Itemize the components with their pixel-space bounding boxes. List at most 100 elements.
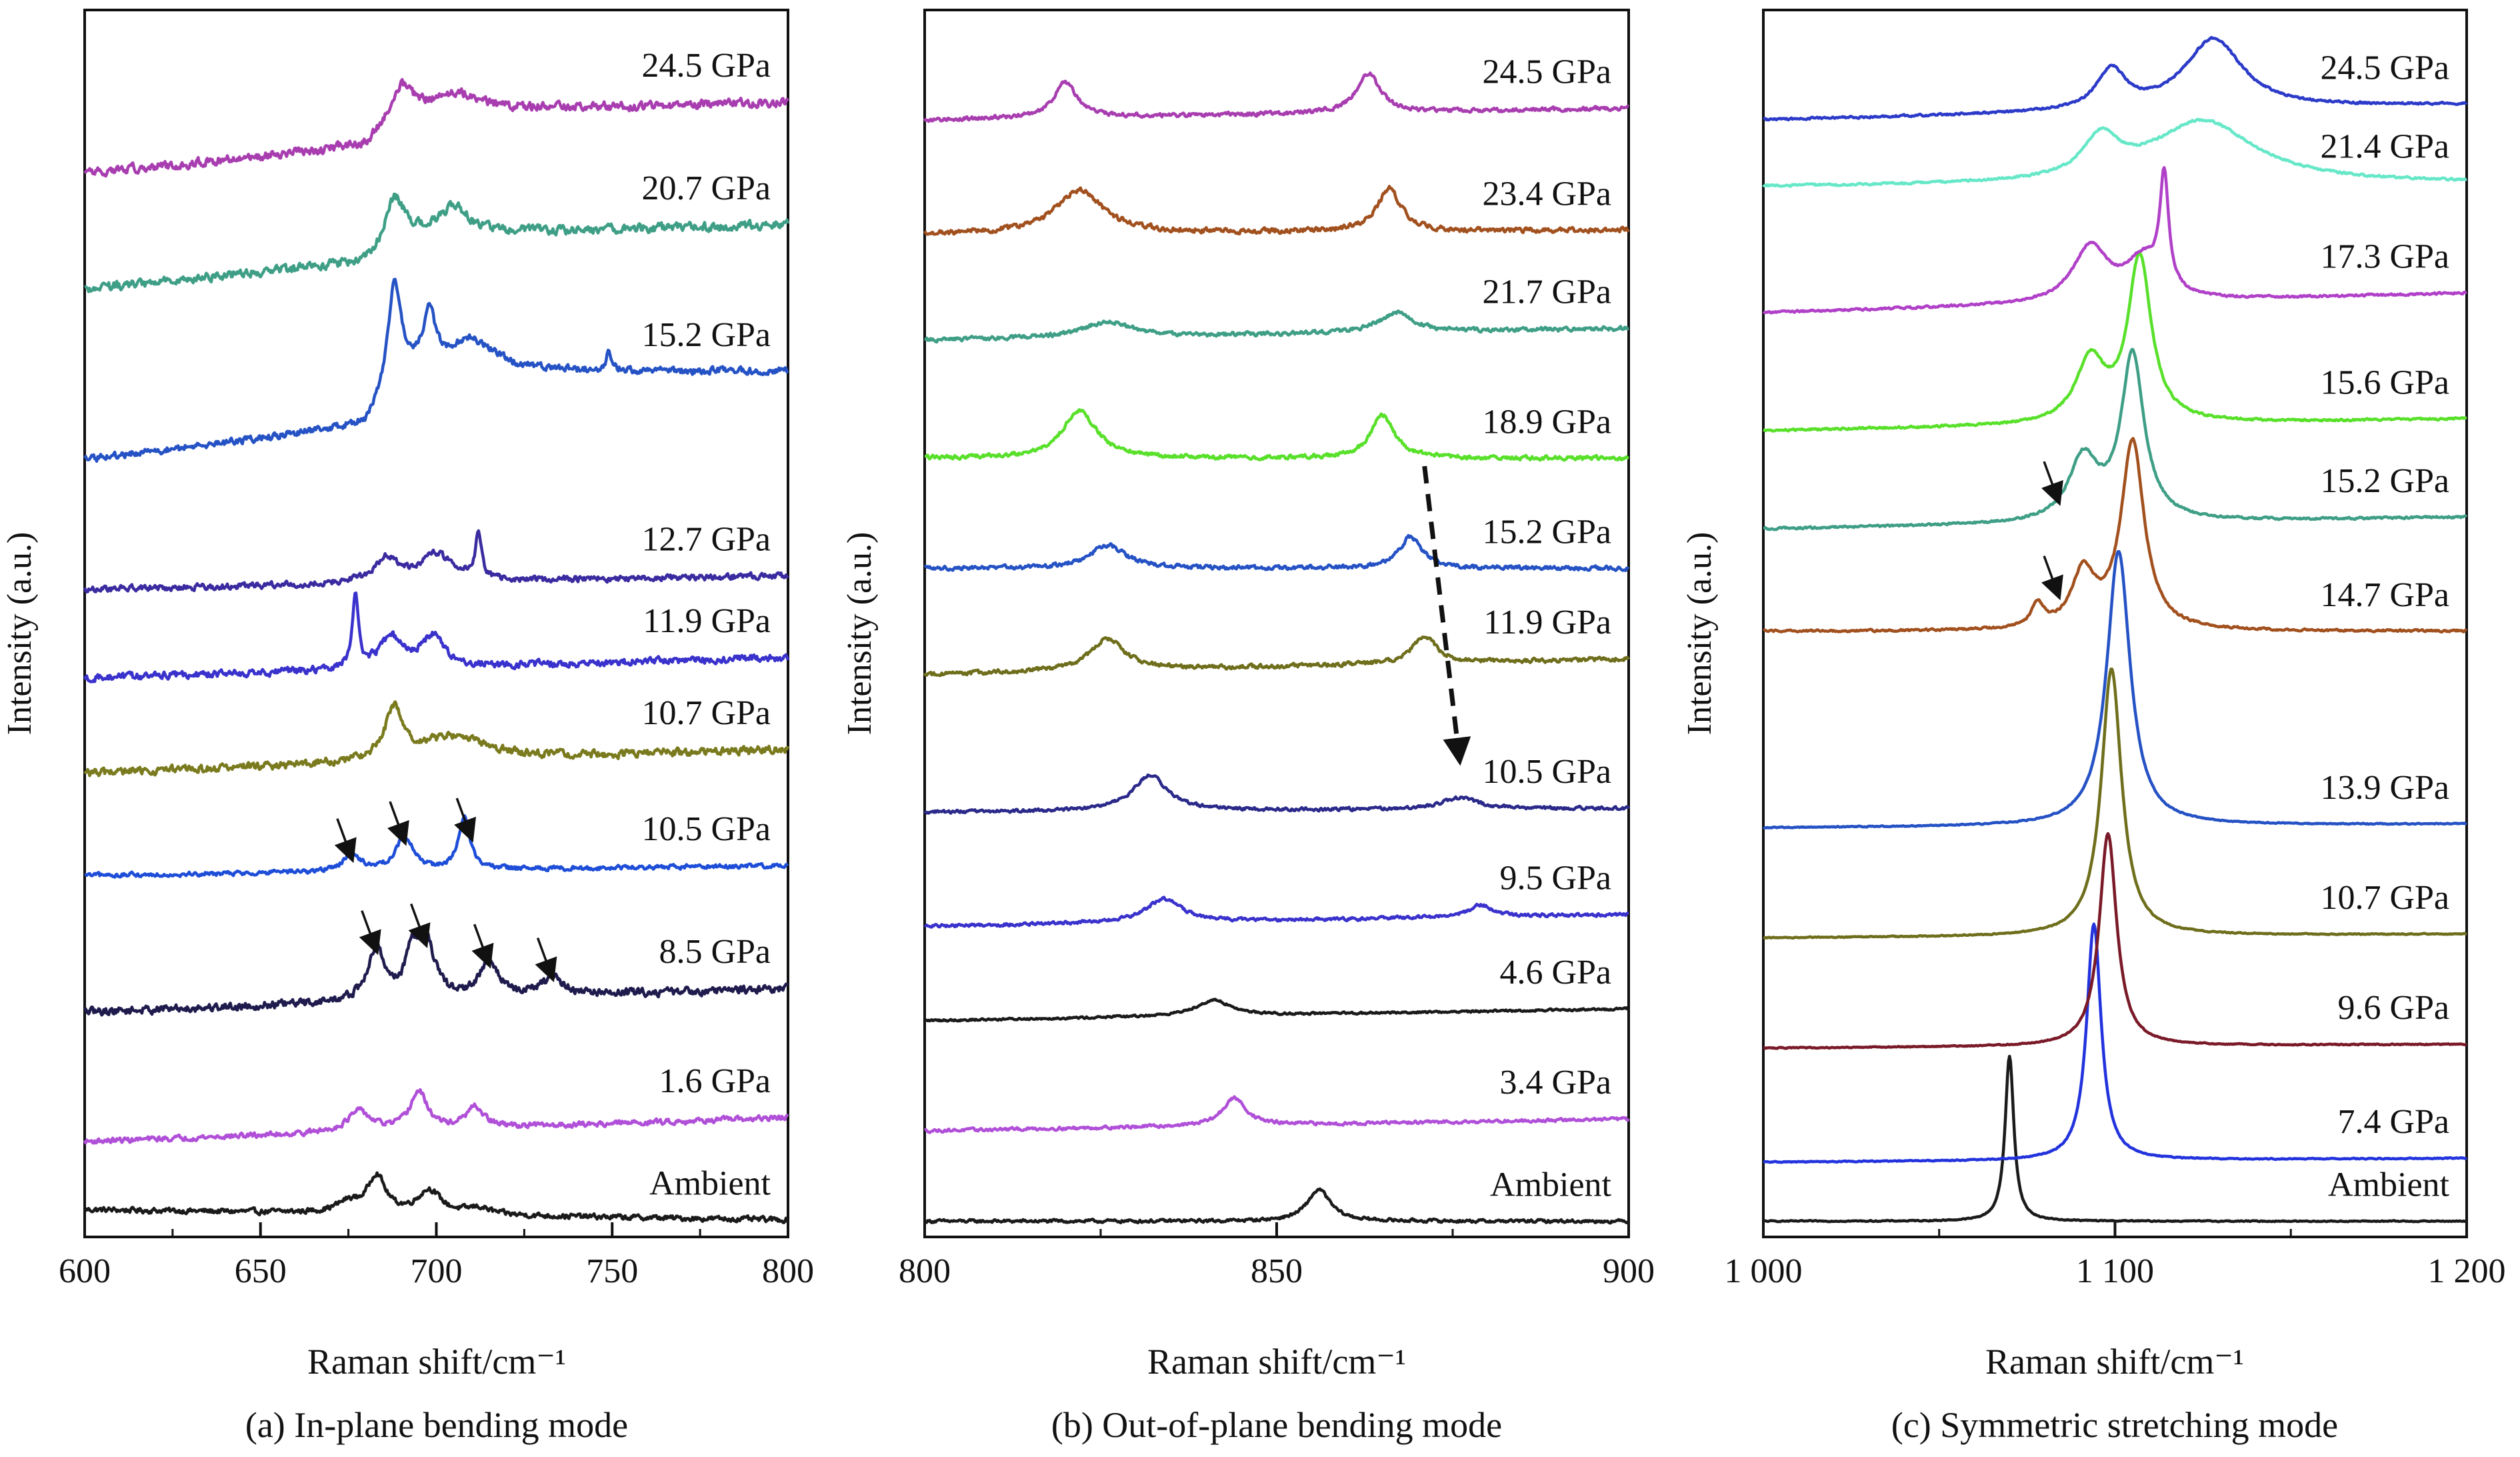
annotation-arrow-c-0	[2041, 461, 2063, 506]
series-label-c-5: 14.7 GPa	[2320, 576, 2449, 614]
series-label-a-2: 8.5 GPa	[659, 933, 771, 971]
xlabel-a: Raman shift/cm⁻¹	[307, 1342, 566, 1382]
series-label-a-1: 1.6 GPa	[659, 1062, 771, 1100]
spectrum-c-2	[1763, 832, 2467, 1050]
series-label-b-4: 10.5 GPa	[1482, 753, 1611, 791]
spectrum-b-10	[923, 71, 1629, 123]
spectrum-c-7	[1763, 251, 2467, 433]
spectrum-a-0	[83, 1171, 789, 1224]
series-label-c-1: 7.4 GPa	[2337, 1103, 2449, 1141]
series-label-b-1: 3.4 GPa	[1499, 1064, 1611, 1102]
x-tick-label-a-2: 700	[411, 1252, 463, 1290]
ylabel-b: Intensity (a.u.)	[841, 532, 879, 736]
annotation-arrow-a-4	[408, 903, 431, 949]
x-tick-label-a-0: 600	[59, 1252, 111, 1290]
caption-c: (c) Symmetric stretching mode	[1891, 1405, 2338, 1445]
series-label-b-8: 21.7 GPa	[1482, 273, 1611, 311]
caption-b: (b) Out-of-plane bending mode	[1051, 1405, 1502, 1445]
xlabel-c: Raman shift/cm⁻¹	[1985, 1342, 2244, 1382]
series-label-c-0: Ambient	[2328, 1166, 2450, 1204]
annotation-arrow-a-6	[535, 937, 557, 983]
series-label-b-2: 4.6 GPa	[1499, 954, 1611, 992]
series-label-c-10: 24.5 GPa	[2320, 49, 2449, 87]
series-label-b-0: Ambient	[1490, 1166, 1612, 1204]
series-label-b-9: 23.4 GPa	[1482, 175, 1611, 213]
spectrum-a-2	[83, 927, 789, 1017]
series-label-c-7: 15.6 GPa	[2320, 363, 2449, 401]
series-label-a-0: Ambient	[649, 1164, 771, 1202]
x-tick-label-a-3: 750	[586, 1252, 638, 1290]
plot-frame-c	[1762, 9, 2468, 1238]
spectrum-b-6	[923, 533, 1630, 572]
x-tick-label-a-1: 650	[235, 1252, 287, 1290]
panel-c: 1 000 1 100 1 200 Ambient 7.4 GPa 9.6 GPa 10.7…	[1725, 9, 2506, 1290]
x-tick-label-b-0: 800	[899, 1252, 951, 1290]
annotation-dashed-arrow-b-0	[1422, 465, 1471, 766]
x-tick-label-b-2: 900	[1603, 1252, 1655, 1290]
series-label-a-5: 11.9 GPa	[643, 602, 771, 640]
spectrum-a-6	[83, 529, 789, 593]
spectrum-a-9	[83, 77, 789, 178]
series-label-c-6: 15.2 GPa	[2320, 462, 2449, 500]
spectrum-b-9	[923, 185, 1630, 236]
spectrum-c-5	[1763, 437, 2468, 634]
spectrum-b-2	[924, 998, 1630, 1023]
spectrum-b-3	[923, 896, 1629, 929]
caption-a: (a) In-plane bending mode	[245, 1405, 628, 1445]
panel-b: 800 850 900 Ambient 3.4 GPa 4.6 GPa 9.5 GPa 10.…	[899, 9, 1655, 1290]
ylabel-c: Intensity (a.u.)	[1681, 532, 1719, 736]
x-tick-label-a-4: 800	[762, 1252, 814, 1290]
series-label-c-4: 13.9 GPa	[2320, 769, 2449, 807]
spectrum-a-8	[84, 192, 790, 293]
panels: 600 650 700 750 800 Ambient 1.6 GPa 8.5 GPa 10.5…	[59, 9, 2506, 1290]
spectrum-c-0	[1763, 1054, 2467, 1224]
series-label-c-3: 10.7 GPa	[2320, 879, 2449, 917]
spectrum-a-4	[83, 700, 790, 778]
x-tick-label-c-1: 1 100	[2076, 1252, 2154, 1290]
series-label-c-8: 17.3 GPa	[2320, 238, 2449, 276]
spectrum-a-5	[83, 591, 790, 683]
spectrum-b-8	[923, 309, 1629, 344]
spectrum-b-5	[923, 635, 1630, 677]
spectrum-a-1	[83, 1088, 789, 1145]
spectrum-b-0	[923, 1187, 1630, 1225]
panel-a: 600 650 700 750 800 Ambient 1.6 GPa 8.5 GPa 10.5…	[59, 9, 814, 1290]
series-label-b-7: 18.9 GPa	[1482, 403, 1611, 441]
spectrum-b-1	[924, 1095, 1630, 1134]
x-tick-label-c-2: 1 200	[2428, 1252, 2506, 1290]
xlabel-b: Raman shift/cm⁻¹	[1147, 1342, 1406, 1382]
spectrum-c-8	[1762, 166, 2467, 315]
spectrum-c-10	[1763, 35, 2468, 122]
annotation-arrow-c-1	[2041, 555, 2063, 601]
x-tick-label-b-1: 850	[1251, 1252, 1303, 1290]
spectrum-a-7	[83, 277, 789, 463]
spectrum-c-4	[1762, 549, 2467, 830]
spectrum-c-9	[1762, 117, 2467, 188]
annotation-arrow-a-2	[454, 798, 477, 843]
series-label-b-3: 9.5 GPa	[1499, 859, 1611, 897]
annotation-arrow-a-3	[359, 910, 381, 956]
series-label-b-5: 11.9 GPa	[1483, 603, 1611, 641]
series-label-b-10: 24.5 GPa	[1482, 53, 1611, 91]
series-label-a-4: 10.7 GPa	[641, 694, 771, 732]
spectrum-b-7	[924, 408, 1629, 462]
spectrum-c-1	[1763, 922, 2467, 1164]
series-label-c-2: 9.6 GPa	[2337, 989, 2449, 1027]
series-label-a-9: 24.5 GPa	[641, 47, 771, 85]
series-label-b-6: 15.2 GPa	[1482, 513, 1611, 551]
spectrum-a-3	[84, 814, 789, 879]
series-label-a-6: 12.7 GPa	[641, 520, 771, 558]
series-label-a-3: 10.5 GPa	[641, 810, 771, 848]
series-label-a-8: 20.7 GPa	[641, 169, 771, 207]
x-tick-label-c-0: 1 000	[1725, 1252, 1803, 1290]
annotation-arrow-a-1	[387, 801, 409, 846]
ylabel-a: Intensity (a.u.)	[1, 532, 39, 736]
series-label-a-7: 15.2 GPa	[641, 316, 771, 354]
series-label-c-9: 21.4 GPa	[2320, 127, 2449, 165]
annotation-arrow-a-0	[334, 818, 357, 864]
spectrum-c-6	[1763, 347, 2468, 531]
spectrum-b-4	[923, 773, 1630, 815]
annotation-arrow-a-5	[471, 924, 494, 969]
